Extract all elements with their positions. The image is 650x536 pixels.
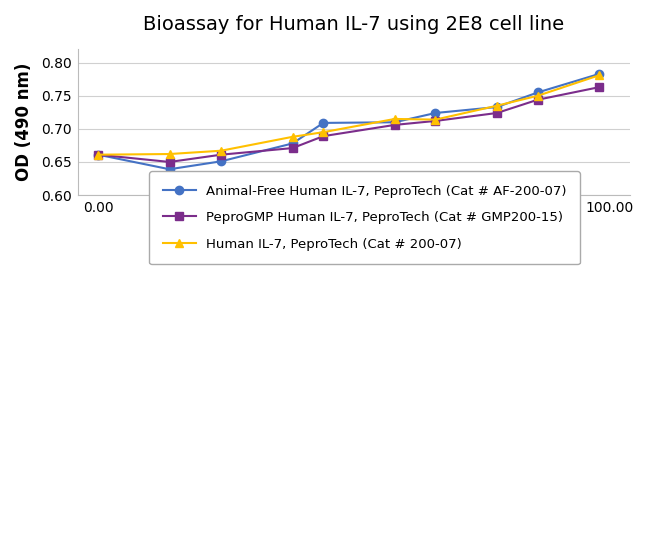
Animal-Free Human IL-7, PeproTech (Cat # AF-200-07)	[391, 119, 398, 125]
Human IL-7, PeproTech (Cat # 200-07)	[595, 72, 603, 78]
Legend: Animal-Free Human IL-7, PeproTech (Cat # AF-200-07), PeproGMP Human IL-7, PeproT: Animal-Free Human IL-7, PeproTech (Cat #…	[150, 171, 580, 264]
Y-axis label: OD (490 nm): OD (490 nm)	[15, 63, 33, 182]
PeproGMP Human IL-7, PeproTech (Cat # GMP200-15)	[534, 96, 541, 103]
Title: Bioassay for Human IL-7 using 2E8 cell line: Bioassay for Human IL-7 using 2E8 cell l…	[143, 15, 564, 34]
PeproGMP Human IL-7, PeproTech (Cat # GMP200-15)	[493, 110, 501, 116]
Animal-Free Human IL-7, PeproTech (Cat # AF-200-07)	[534, 90, 541, 96]
Animal-Free Human IL-7, PeproTech (Cat # AF-200-07)	[319, 120, 327, 126]
Animal-Free Human IL-7, PeproTech (Cat # AF-200-07)	[493, 104, 501, 110]
Human IL-7, PeproTech (Cat # 200-07)	[289, 133, 296, 140]
Animal-Free Human IL-7, PeproTech (Cat # AF-200-07)	[94, 152, 102, 158]
Animal-Free Human IL-7, PeproTech (Cat # AF-200-07)	[289, 140, 296, 147]
Human IL-7, PeproTech (Cat # 200-07)	[94, 152, 102, 158]
Human IL-7, PeproTech (Cat # 200-07)	[493, 102, 501, 109]
X-axis label: Human IL-7 (ng/ml): Human IL-7 (ng/ml)	[263, 226, 444, 244]
Human IL-7, PeproTech (Cat # 200-07)	[319, 129, 327, 136]
Human IL-7, PeproTech (Cat # 200-07)	[217, 147, 225, 154]
Human IL-7, PeproTech (Cat # 200-07)	[432, 116, 439, 123]
PeproGMP Human IL-7, PeproTech (Cat # GMP200-15)	[94, 152, 102, 158]
Animal-Free Human IL-7, PeproTech (Cat # AF-200-07)	[217, 158, 225, 165]
Human IL-7, PeproTech (Cat # 200-07)	[534, 93, 541, 99]
PeproGMP Human IL-7, PeproTech (Cat # GMP200-15)	[319, 133, 327, 139]
PeproGMP Human IL-7, PeproTech (Cat # GMP200-15)	[217, 152, 225, 158]
Line: Animal-Free Human IL-7, PeproTech (Cat # AF-200-07): Animal-Free Human IL-7, PeproTech (Cat #…	[94, 70, 603, 174]
PeproGMP Human IL-7, PeproTech (Cat # GMP200-15)	[166, 159, 174, 165]
Animal-Free Human IL-7, PeproTech (Cat # AF-200-07)	[166, 166, 174, 173]
Line: Human IL-7, PeproTech (Cat # 200-07): Human IL-7, PeproTech (Cat # 200-07)	[94, 71, 603, 159]
Line: PeproGMP Human IL-7, PeproTech (Cat # GMP200-15): PeproGMP Human IL-7, PeproTech (Cat # GM…	[94, 83, 603, 166]
PeproGMP Human IL-7, PeproTech (Cat # GMP200-15)	[432, 118, 439, 124]
Animal-Free Human IL-7, PeproTech (Cat # AF-200-07)	[432, 110, 439, 116]
PeproGMP Human IL-7, PeproTech (Cat # GMP200-15)	[391, 122, 398, 128]
Animal-Free Human IL-7, PeproTech (Cat # AF-200-07)	[595, 71, 603, 77]
PeproGMP Human IL-7, PeproTech (Cat # GMP200-15)	[289, 145, 296, 151]
Human IL-7, PeproTech (Cat # 200-07)	[166, 151, 174, 157]
PeproGMP Human IL-7, PeproTech (Cat # GMP200-15)	[595, 84, 603, 91]
Human IL-7, PeproTech (Cat # 200-07)	[391, 116, 398, 122]
